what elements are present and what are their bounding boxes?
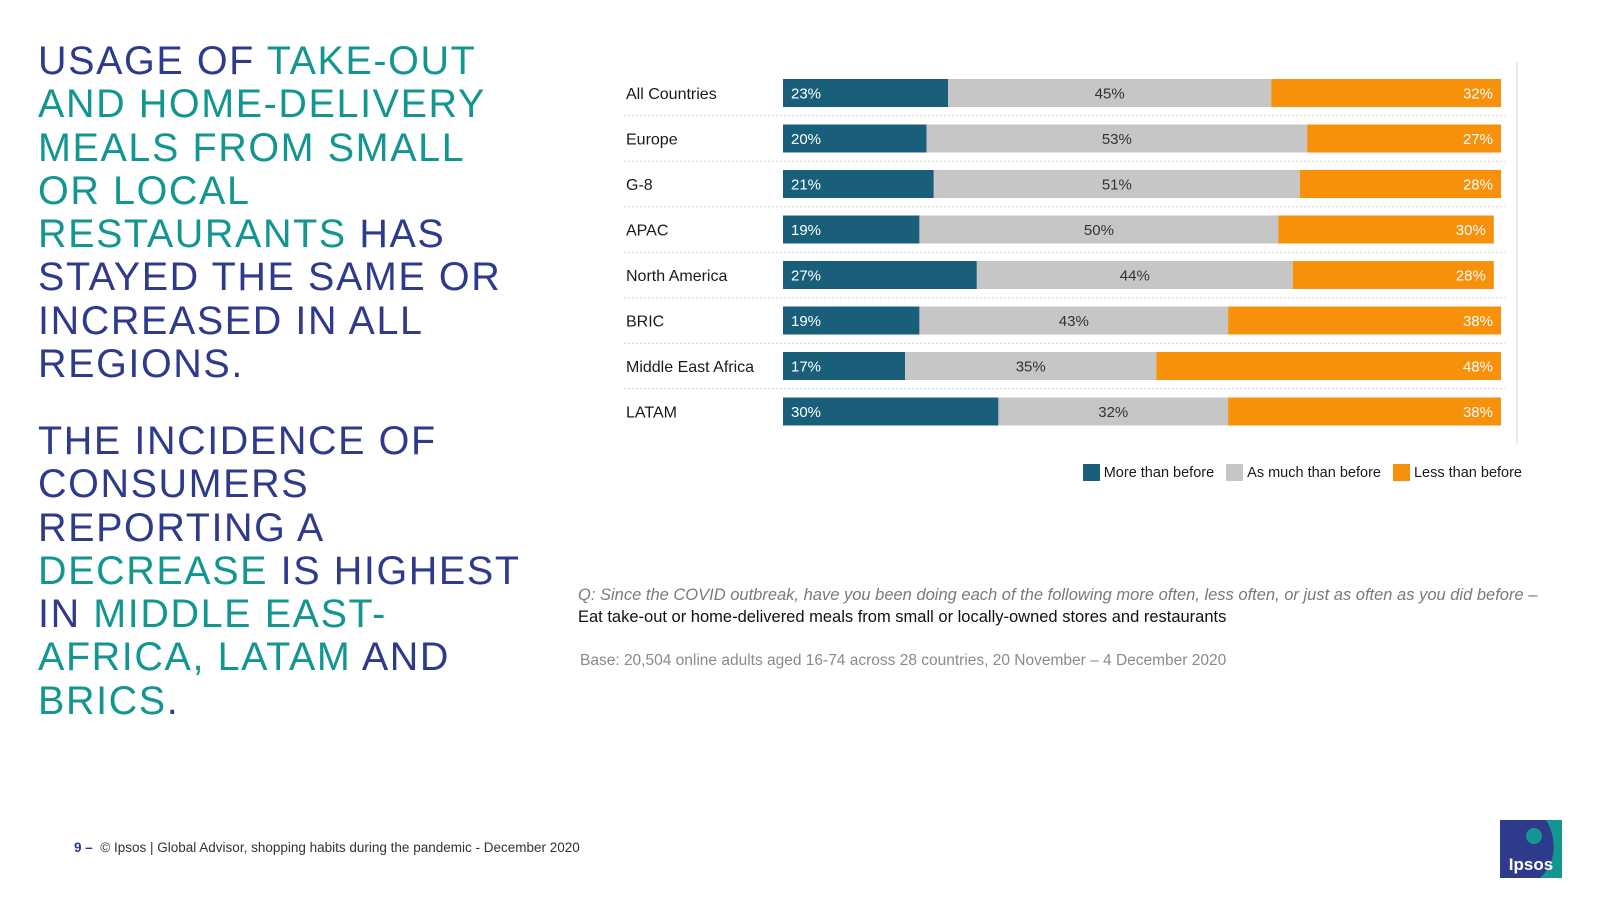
bar-segment: [783, 215, 920, 244]
page-number: 9 –: [74, 840, 93, 855]
bar-segment: [948, 79, 1272, 107]
value-label: 38%: [1463, 313, 1493, 330]
value-label: 17%: [791, 359, 821, 376]
bar-segment: [1156, 352, 1501, 380]
bar-segment: [1228, 397, 1501, 426]
value-label: 35%: [1016, 359, 1046, 376]
bar-segment: [976, 261, 1293, 289]
ipsos-logo-icon: Ipsos: [1500, 820, 1562, 878]
bar-segment: [783, 261, 977, 289]
base-note: Base: 20,504 online adults aged 16-74 ac…: [580, 652, 1227, 669]
legend-item: Less than before: [1392, 464, 1522, 481]
survey-question: Q: Since the COVID outbreak, have you be…: [578, 584, 1558, 628]
bar-segment: [926, 124, 1308, 153]
value-label: 27%: [791, 268, 821, 285]
category-label: BRIC: [626, 314, 664, 331]
category-label: G-8: [626, 177, 653, 194]
legend-swatch: [1226, 464, 1244, 481]
category-label: Europe: [626, 132, 678, 149]
value-label: 32%: [1463, 86, 1493, 103]
footer: 9 – © Ipsos | Global Advisor, shopping h…: [74, 840, 580, 855]
stacked-bar-chart: All Countries 23% 45% 32% Europe 20% 53% 27% G-8…: [624, 62, 1518, 444]
bar-segment: [1292, 261, 1494, 289]
headline-segment: TAKE-OUT AND HOME-DELIVERY MEALS FROM SM…: [38, 39, 486, 257]
value-label: 43%: [1059, 313, 1089, 330]
value-label: 44%: [1120, 268, 1150, 285]
headline-segment: .: [166, 678, 180, 723]
bar-segment: [905, 352, 1157, 380]
bar-segment: [783, 124, 927, 153]
value-label: 28%: [1463, 177, 1493, 194]
value-label: 23%: [791, 86, 821, 103]
value-label: 21%: [791, 177, 821, 194]
legend-label: As much than before: [1247, 464, 1381, 481]
legend-label: Less than before: [1413, 464, 1522, 481]
bar-segment: [783, 79, 949, 107]
value-label: 50%: [1084, 222, 1114, 239]
headline-segment: IS HIGHEST IN: [38, 548, 520, 637]
bar-segment: [1278, 215, 1494, 244]
logo-text: Ipsos: [1509, 855, 1553, 874]
value-label: 30%: [791, 404, 821, 421]
category-label: LATAM: [626, 405, 677, 422]
bar-segment: [919, 306, 1229, 335]
bar-segment: [998, 397, 1229, 426]
legend-swatch: [1392, 464, 1410, 481]
value-label: 51%: [1102, 177, 1132, 194]
headline-usage: USAGE OF TAKE-OUT AND HOME-DELIVERY MEAL…: [38, 39, 538, 387]
bar-segment: [1271, 79, 1501, 107]
bar-segment: [1299, 170, 1501, 198]
category-label: All Countries: [626, 86, 717, 103]
headline-decrease: THE INCIDENCE OF CONSUMERS REPORTING A D…: [38, 419, 538, 723]
headline-segment: MIDDLE EAST- AFRICA, LATAM: [38, 592, 387, 680]
value-label: 53%: [1102, 131, 1132, 148]
bar-segment: [783, 352, 906, 380]
legend-label: More than before: [1103, 464, 1215, 481]
value-label: 45%: [1095, 86, 1125, 103]
headline-segment: BRICS: [38, 678, 167, 723]
category-label: Middle East Africa: [626, 359, 754, 376]
footer-source: © Ipsos | Global Advisor, shopping habit…: [100, 840, 580, 855]
bar-segment: [783, 306, 920, 335]
category-label: North America: [626, 268, 727, 285]
value-label: 32%: [1098, 404, 1128, 421]
bar-segment: [783, 397, 999, 426]
value-label: 20%: [791, 131, 821, 148]
headline-segment: THE INCIDENCE OF CONSUMERS REPORTING A: [38, 419, 437, 550]
bar-segment: [1307, 124, 1501, 153]
legend-swatch: [1082, 464, 1100, 481]
value-label: 38%: [1463, 404, 1493, 421]
headline-segment: AND: [351, 635, 451, 680]
bar-segment: [783, 170, 934, 198]
value-label: 19%: [791, 313, 821, 330]
value-label: 30%: [1456, 222, 1486, 239]
headline-segment: HAS STAYED THE SAME OR INCREASED IN ALL …: [38, 212, 502, 387]
category-label: APAC: [626, 223, 668, 240]
value-label: 27%: [1463, 131, 1493, 148]
headline-segment: USAGE OF: [38, 39, 267, 83]
bar-segment: [933, 170, 1300, 198]
value-label: 48%: [1463, 359, 1493, 376]
legend-item: More than before: [1082, 464, 1215, 481]
chart-legend: More than before As much than before Less …: [1071, 464, 1522, 481]
bar-segment: [1228, 306, 1501, 335]
legend-item: As much than before: [1226, 464, 1381, 481]
question-lead: Q: Since the COVID outbreak, have you be…: [578, 586, 1538, 604]
headline-segment: DECREASE: [38, 548, 269, 593]
bar-segment: [919, 215, 1279, 244]
value-label: 28%: [1456, 268, 1486, 285]
value-label: 19%: [791, 222, 821, 239]
question-item: Eat take-out or home-delivered meals fro…: [578, 608, 1227, 626]
